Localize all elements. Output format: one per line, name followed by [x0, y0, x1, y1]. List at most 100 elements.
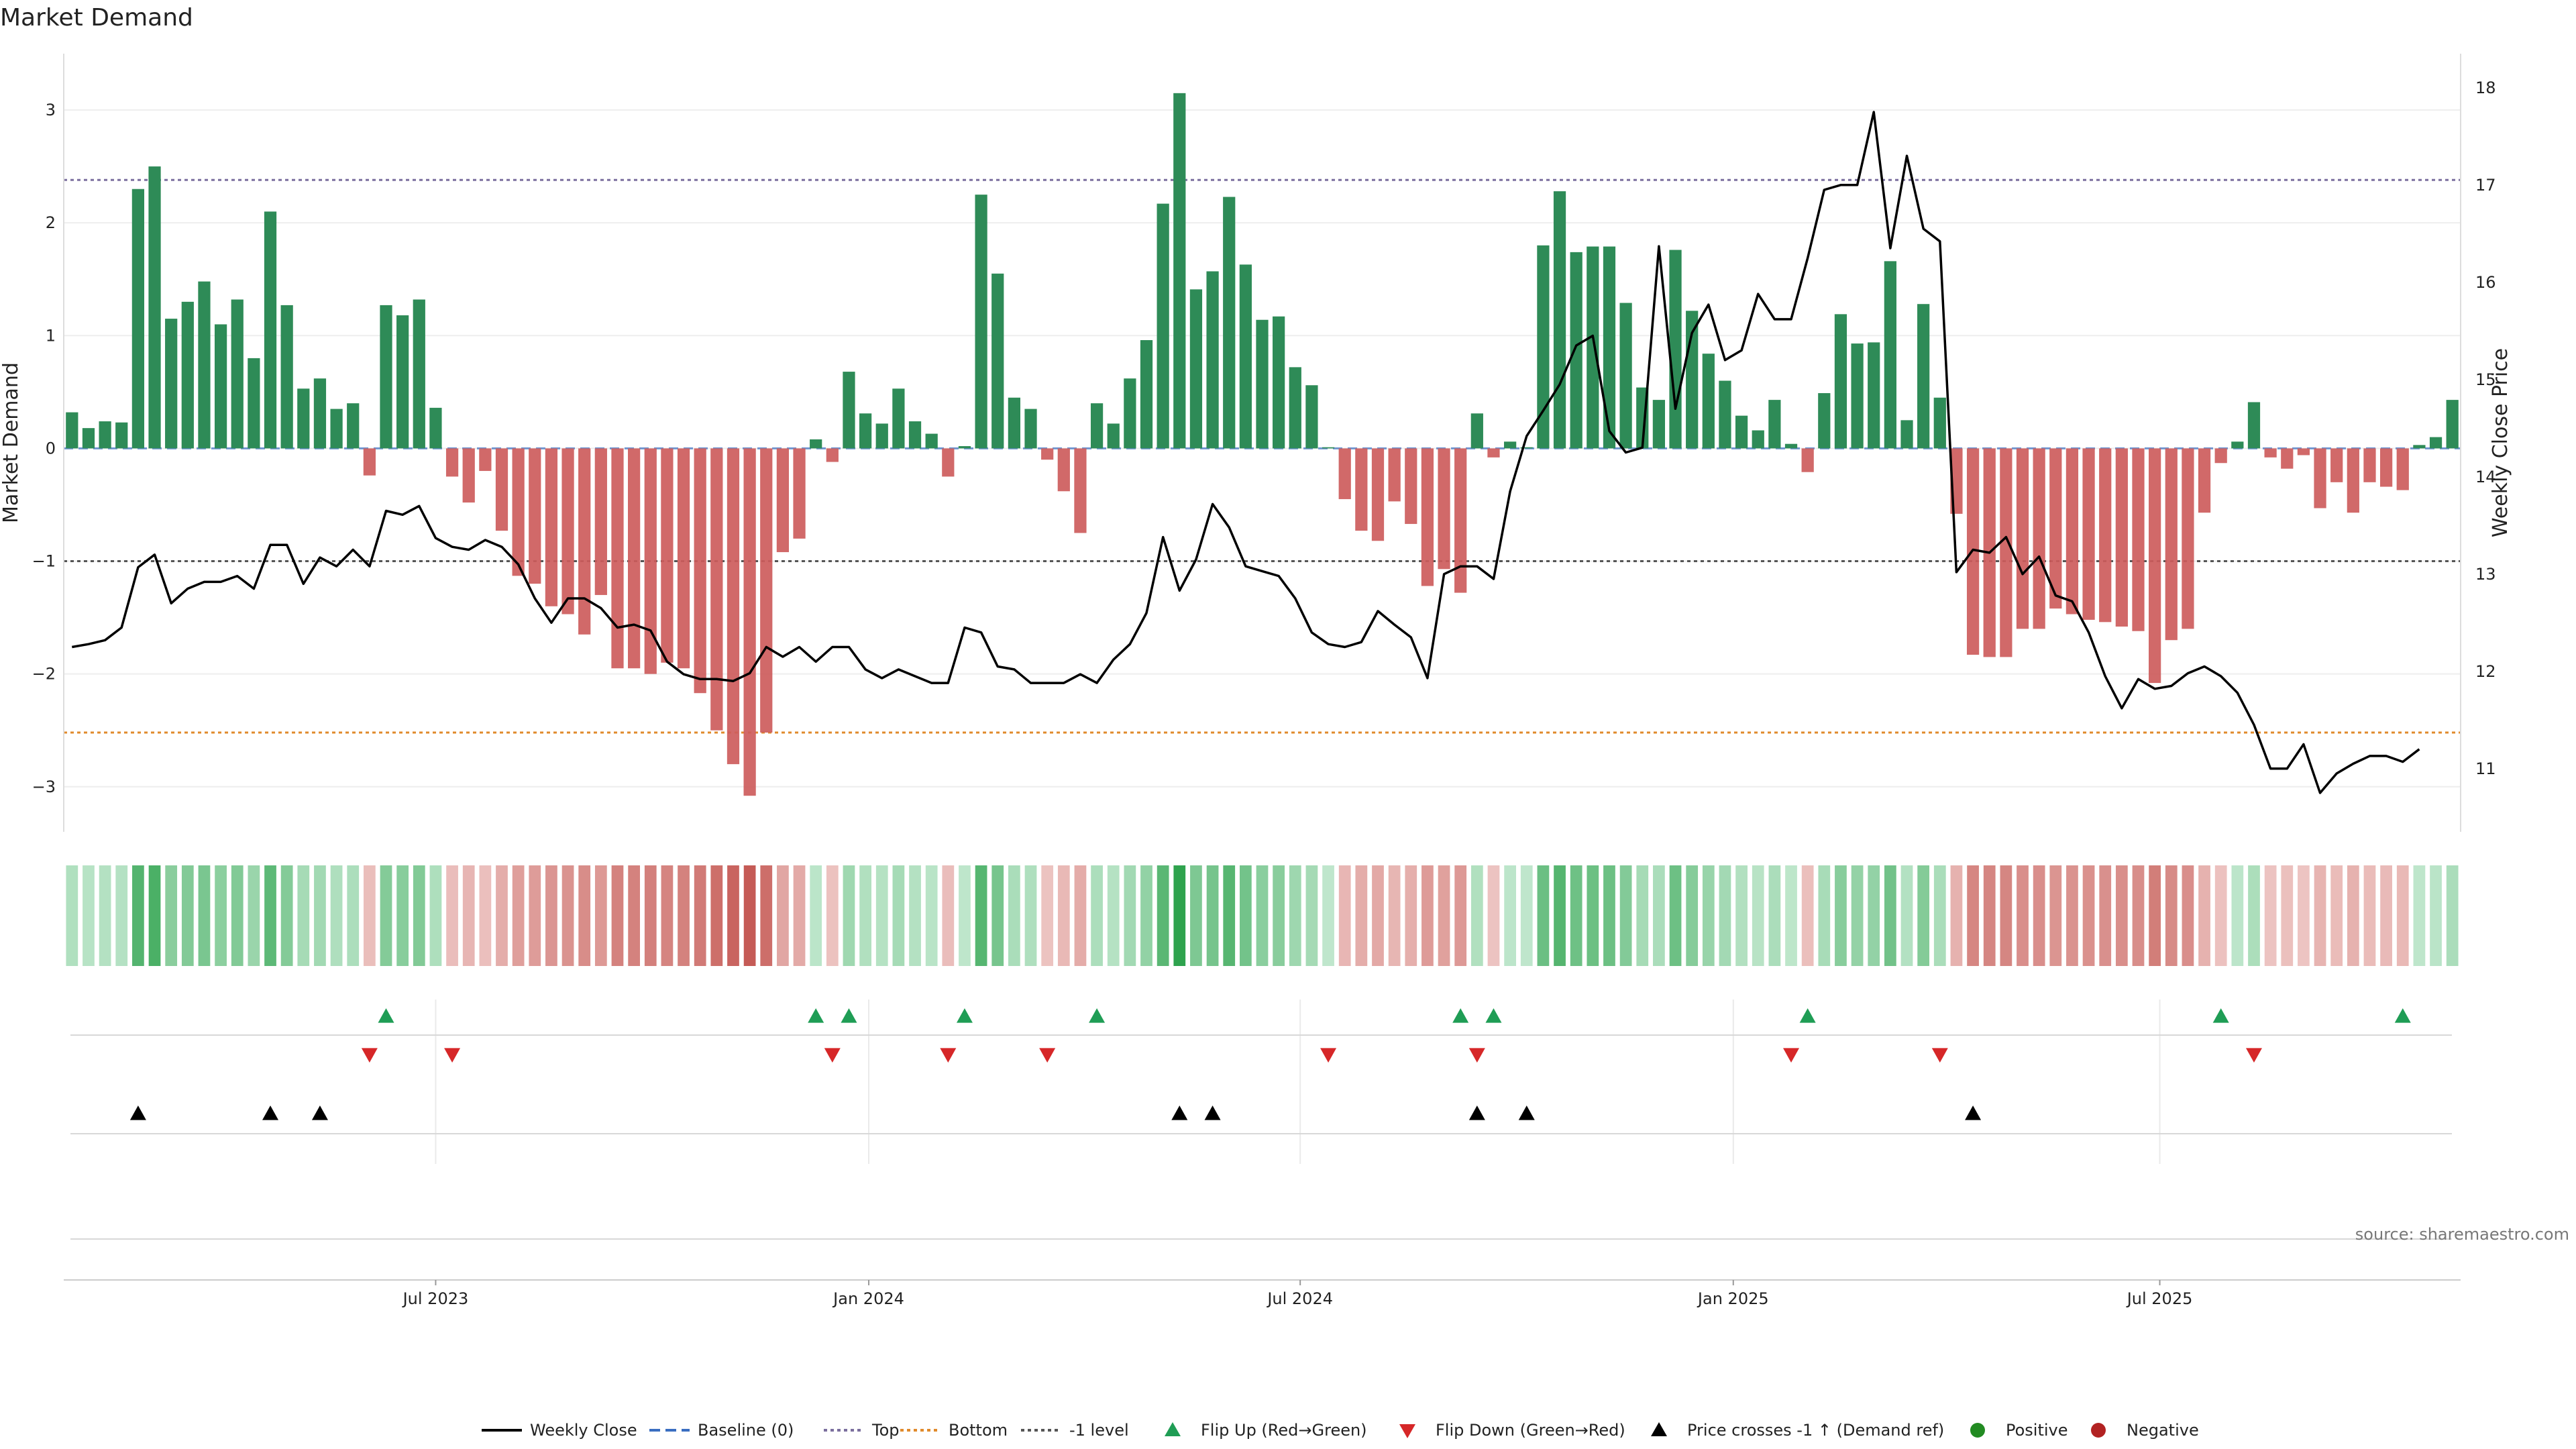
- demand-bar: [1371, 448, 1385, 541]
- heat-cell: [1735, 865, 1748, 966]
- heat-cell: [1305, 865, 1318, 966]
- heat-cell: [710, 865, 723, 966]
- demand-bar: [181, 301, 194, 449]
- heat-cell: [578, 865, 591, 966]
- demand-bar: [2198, 448, 2211, 513]
- demand-bar: [743, 448, 756, 796]
- heat-cell: [429, 865, 442, 966]
- demand-bar: [1587, 246, 1599, 449]
- legend-item: Baseline (0): [649, 1421, 794, 1440]
- heat-cell: [1537, 865, 1550, 966]
- demand-bar: [2231, 441, 2244, 449]
- demand-bar: [1454, 448, 1467, 593]
- demand-bar: [1735, 415, 1748, 449]
- demand-bar: [2281, 448, 2294, 469]
- heat-cell: [462, 865, 475, 966]
- demand-bar: [2000, 448, 2012, 657]
- demand-bar: [1405, 448, 1417, 525]
- demand-bar: [363, 448, 376, 476]
- y-axis-label: Market Demand: [0, 362, 23, 523]
- heat-cell: [1504, 865, 1516, 966]
- demand-bar: [2033, 448, 2045, 629]
- demand-bar: [1206, 271, 1219, 449]
- demand-bar: [2247, 402, 2261, 449]
- heat-cell: [363, 865, 376, 966]
- demand-bar: [710, 448, 723, 731]
- heat-cell: [1686, 865, 1699, 966]
- demand-bar: [115, 422, 128, 449]
- demand-bar: [1074, 448, 1087, 533]
- demand-bar: [1702, 354, 1715, 449]
- heat-cell: [2033, 865, 2045, 966]
- y2-tick-label: 14: [2475, 468, 2496, 486]
- demand-bar: [2149, 448, 2161, 684]
- heat-cell: [1587, 865, 1599, 966]
- heat-cell: [594, 865, 607, 966]
- demand-bar: [578, 448, 591, 635]
- heat-cell: [2248, 865, 2260, 966]
- heat-cell: [2281, 865, 2294, 966]
- y2-tick-label: 15: [2475, 370, 2496, 389]
- flip-down-marker: [1783, 1048, 1800, 1063]
- price-cross-marker: [1204, 1106, 1221, 1120]
- heat-cell: [1884, 865, 1896, 966]
- demand-bar: [1553, 191, 1566, 449]
- demand-bar: [1438, 448, 1450, 570]
- heat-cell: [231, 865, 244, 966]
- heat-cell: [611, 865, 624, 966]
- legend-item: -1 level: [1021, 1421, 1129, 1440]
- heat-cell: [1239, 865, 1252, 966]
- demand-bar: [1603, 246, 1616, 449]
- demand-bar: [82, 428, 95, 449]
- heat-cell: [2396, 865, 2409, 966]
- heat-cell: [925, 865, 938, 966]
- heat-cell: [1289, 865, 1301, 966]
- heat-cell: [248, 865, 260, 966]
- chart-title: Market Demand: [0, 4, 193, 32]
- heat-cell: [2115, 865, 2128, 966]
- heat-cell: [1785, 865, 1797, 966]
- flip-down-marker: [1931, 1048, 1948, 1063]
- heat-cell: [644, 865, 657, 966]
- heat-cell: [628, 865, 640, 966]
- heat-cell: [2347, 865, 2359, 966]
- heat-cell: [561, 865, 574, 966]
- demand-bar: [297, 388, 310, 449]
- heat-cell: [975, 865, 987, 966]
- demand-bar: [2429, 437, 2443, 449]
- demand-bar: [892, 388, 905, 449]
- heat-cell: [942, 865, 955, 966]
- legend-item: Bottom: [900, 1421, 1008, 1440]
- legend-triangle-down-swatch: [1399, 1424, 1415, 1438]
- heat-cell: [1256, 865, 1269, 966]
- demand-bar: [1322, 447, 1335, 449]
- demand-bar: [859, 413, 872, 449]
- heat-cell: [330, 865, 343, 966]
- demand-bar: [1107, 423, 1120, 449]
- heat-cell: [314, 865, 326, 966]
- heat-cell: [678, 865, 690, 966]
- flip-up-marker: [841, 1008, 857, 1023]
- heat-cell: [1107, 865, 1120, 966]
- heat-cell: [2132, 865, 2145, 966]
- heat-cell: [1372, 865, 1384, 966]
- demand-bar: [1140, 340, 1153, 449]
- heat-cell: [2000, 865, 2012, 966]
- demand-bar: [628, 448, 641, 669]
- demand-bar: [2314, 448, 2326, 508]
- heat-cell: [743, 865, 756, 966]
- demand-bar: [594, 448, 607, 595]
- demand-bar: [413, 299, 425, 449]
- heat-cell: [1057, 865, 1070, 966]
- heat-cell: [1355, 865, 1368, 966]
- legend-label: Flip Down (Green→Red): [1436, 1421, 1625, 1440]
- demand-bar: [1256, 319, 1269, 449]
- flip-up-marker: [378, 1008, 394, 1023]
- heat-cell: [99, 865, 111, 966]
- heat-cell: [1190, 865, 1202, 966]
- event-markers: [70, 1008, 2452, 1240]
- y-tick-label: −3: [32, 777, 56, 796]
- demand-bar: [843, 372, 855, 449]
- demand-bar: [2379, 448, 2393, 487]
